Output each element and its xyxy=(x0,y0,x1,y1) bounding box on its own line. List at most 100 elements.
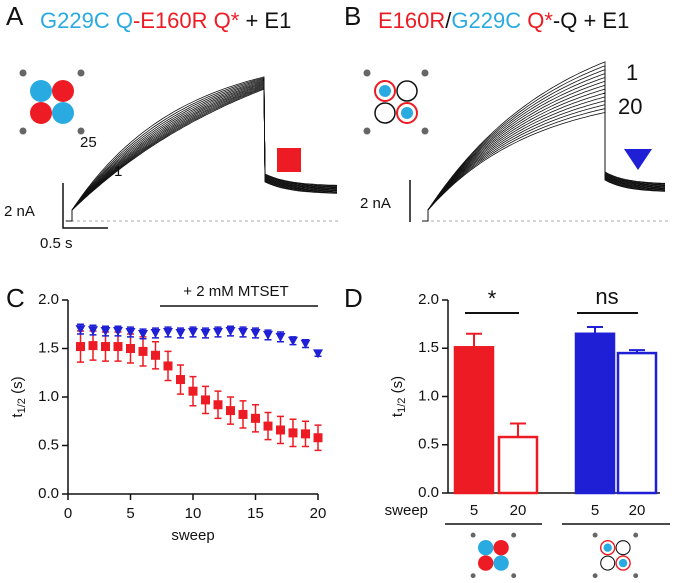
y-tick-label: 1.0 xyxy=(38,388,59,405)
x-axis-label: sweep xyxy=(385,502,428,519)
marker xyxy=(175,328,186,338)
sweep-label: 20 xyxy=(618,94,642,119)
marker xyxy=(100,327,111,337)
title-segment: Q* xyxy=(527,8,553,33)
channel-icon xyxy=(19,69,85,135)
marker xyxy=(213,400,223,410)
current-traces xyxy=(422,61,666,222)
current-traces xyxy=(66,76,338,222)
bar xyxy=(616,351,658,495)
y-label-sub: 1/2 xyxy=(16,398,28,413)
channel-icon xyxy=(591,531,639,579)
x-axis-label: sweep xyxy=(171,527,214,544)
error-bar xyxy=(510,422,526,438)
title-segment: G229C Q xyxy=(40,8,133,33)
x-tick-label: 5 xyxy=(591,502,599,519)
channel-icon xyxy=(362,68,430,136)
title-segment: + E1 xyxy=(239,8,291,33)
marker xyxy=(313,349,323,359)
sweep-label: 1 xyxy=(114,163,122,180)
trace xyxy=(66,87,338,222)
marker xyxy=(238,409,248,419)
y-axis-label: t1/2 (s) xyxy=(9,376,28,417)
marker xyxy=(113,342,123,352)
marker xyxy=(150,328,161,338)
marker xyxy=(300,339,311,349)
y-tick-label: 1.5 xyxy=(38,339,59,356)
x-tick-label: 5 xyxy=(126,505,134,522)
trace xyxy=(66,88,338,222)
marker xyxy=(126,344,135,353)
scale-label: 2 nA xyxy=(360,195,391,212)
y-label-unit: (s) xyxy=(9,376,26,398)
y-label-base: t xyxy=(389,412,406,417)
marker xyxy=(263,421,273,431)
marker xyxy=(76,342,85,352)
title-segment: -E160R Q* xyxy=(133,8,240,33)
trace xyxy=(66,81,338,222)
marker xyxy=(200,328,211,338)
trace xyxy=(422,84,666,222)
trace xyxy=(422,65,666,222)
error-bar xyxy=(466,332,482,348)
marker xyxy=(250,328,261,338)
trace xyxy=(66,78,338,222)
trace xyxy=(66,86,338,222)
series-marker xyxy=(624,149,652,170)
bar xyxy=(497,435,539,495)
trace xyxy=(66,80,338,222)
y-label-sub: 1/2 xyxy=(396,398,408,413)
bar xyxy=(453,346,495,495)
x-tick-label: 20 xyxy=(629,502,646,519)
y-tick-label: 0.0 xyxy=(38,485,59,502)
trace xyxy=(66,84,338,222)
trace xyxy=(422,73,666,222)
significance: * xyxy=(488,286,497,311)
marker xyxy=(176,375,185,385)
marker xyxy=(238,328,248,338)
marker xyxy=(301,429,310,439)
sweep-label: 1 xyxy=(626,60,638,85)
y-tick-label: 1.5 xyxy=(418,339,439,356)
trace xyxy=(66,81,338,222)
trace xyxy=(422,69,666,222)
y-tick-label: 0.0 xyxy=(418,484,439,501)
x-tick-label: 15 xyxy=(247,505,264,522)
marker xyxy=(163,361,173,371)
trace xyxy=(422,61,666,222)
series-marker xyxy=(277,148,301,172)
marker xyxy=(263,330,273,340)
bar xyxy=(574,332,616,495)
x-tick-label: 20 xyxy=(310,505,327,522)
trace xyxy=(422,100,666,222)
title-segment: G229C xyxy=(451,8,527,33)
trace xyxy=(66,79,338,222)
trace xyxy=(422,112,666,222)
marker xyxy=(138,329,148,339)
marker xyxy=(288,336,298,346)
marker xyxy=(288,428,298,438)
trace xyxy=(66,77,338,222)
marker xyxy=(188,328,198,338)
channel-icon xyxy=(470,532,517,579)
title-segment: -Q + E1 xyxy=(553,8,629,33)
marker xyxy=(88,341,98,351)
y-label-unit: (s) xyxy=(389,376,406,398)
panel-label: D xyxy=(344,283,363,313)
x-tick-label: 20 xyxy=(510,502,527,519)
marker xyxy=(276,425,285,435)
y-tick-label: 1.0 xyxy=(418,387,439,404)
marker xyxy=(138,346,148,356)
marker xyxy=(275,332,286,342)
panel-title: E160R/G229C Q*-Q + E1 xyxy=(378,8,629,33)
y-label-base: t xyxy=(9,413,26,418)
x-tick-label: 0 xyxy=(64,505,72,522)
marker xyxy=(163,328,173,338)
marker xyxy=(201,395,210,405)
significance: ns xyxy=(595,284,618,309)
panel-label: A xyxy=(6,1,24,31)
marker xyxy=(251,413,260,423)
marker xyxy=(125,328,136,338)
marker xyxy=(313,433,323,443)
